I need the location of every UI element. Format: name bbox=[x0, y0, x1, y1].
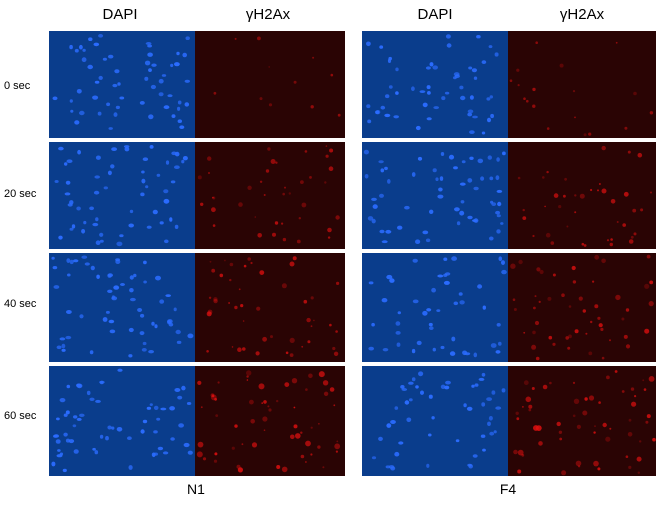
row-label-2: 40 sec bbox=[4, 298, 37, 310]
dapi-image-n1-3 bbox=[49, 366, 195, 476]
h2ax-image-f4-0 bbox=[508, 31, 656, 138]
header-dapi-f4: DAPI bbox=[417, 6, 453, 23]
header-h2ax-f4: γH2Ax bbox=[559, 6, 605, 23]
h2ax-image-f4-1 bbox=[508, 142, 656, 249]
dapi-image-f4-1 bbox=[362, 142, 508, 249]
row-label-1: 20 sec bbox=[4, 188, 37, 200]
dapi-image-n1-2 bbox=[49, 253, 195, 362]
h2ax-image-n1-3 bbox=[195, 366, 345, 476]
group-label-n1: N1 bbox=[187, 481, 205, 497]
dapi-image-n1-0 bbox=[49, 31, 195, 138]
header-dapi-n1: DAPI bbox=[102, 6, 138, 23]
dapi-image-f4-3 bbox=[362, 366, 508, 476]
row-label-3: 60 sec bbox=[4, 410, 37, 422]
dapi-image-n1-1 bbox=[49, 142, 195, 249]
dapi-image-f4-2 bbox=[362, 253, 508, 362]
group-label-f4: F4 bbox=[499, 481, 517, 497]
h2ax-image-f4-3 bbox=[508, 366, 656, 476]
row-label-0: 0 sec bbox=[4, 80, 31, 92]
h2ax-image-n1-1 bbox=[195, 142, 345, 249]
h2ax-image-f4-2 bbox=[508, 253, 656, 362]
header-h2ax-n1: γH2Ax bbox=[245, 6, 291, 23]
dapi-image-f4-0 bbox=[362, 31, 508, 138]
h2ax-image-n1-2 bbox=[195, 253, 345, 362]
h2ax-image-n1-0 bbox=[195, 31, 345, 138]
